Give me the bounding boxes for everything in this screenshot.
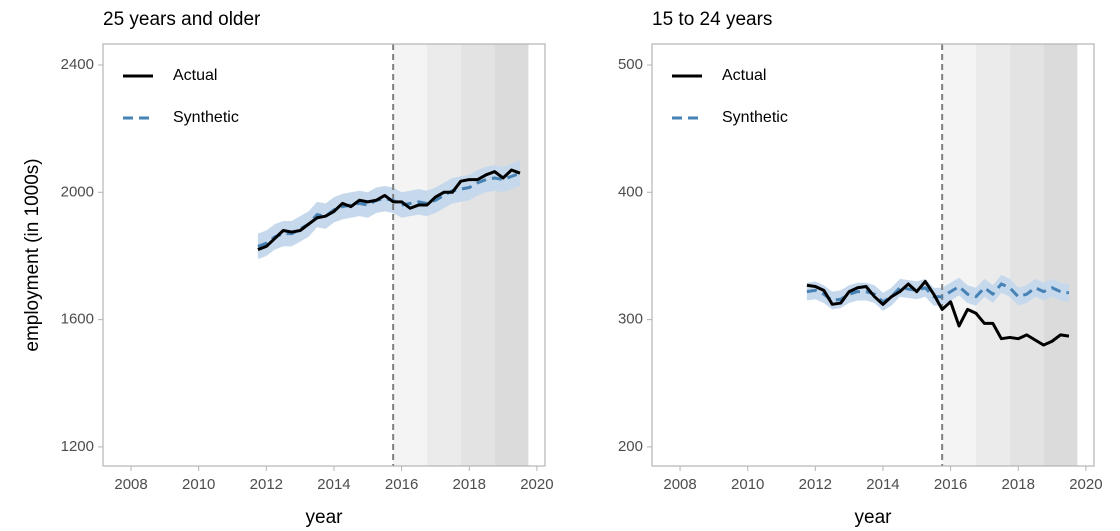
x-tick-label: 2020	[520, 476, 553, 493]
legend-label: Synthetic	[173, 109, 239, 126]
shaded-period	[942, 44, 976, 466]
shaded-period	[1009, 44, 1044, 466]
x-tick-label: 2008	[663, 476, 696, 493]
y-tick-label: 2400	[61, 56, 94, 73]
x-tick-label: 2010	[731, 476, 764, 493]
shaded-period	[393, 44, 427, 466]
plot-border	[651, 43, 1095, 467]
x-tick-label: 2018	[1002, 476, 1035, 493]
x-axis-title: year	[306, 507, 344, 528]
legend-label: Synthetic	[722, 109, 788, 126]
chart-title: 25 years and older	[103, 9, 261, 30]
y-tick-label: 500	[618, 56, 643, 73]
x-tick-label: 2012	[799, 476, 832, 493]
shaded-period	[1043, 44, 1078, 466]
confidence-band	[257, 160, 520, 260]
y-axis-title: employment (in 1000s)	[22, 158, 43, 351]
shaded-period	[494, 44, 529, 466]
x-tick-label: 2018	[453, 476, 486, 493]
shaded-period	[975, 44, 1010, 466]
y-tick-label: 400	[618, 183, 643, 200]
x-tick-label: 2008	[114, 476, 147, 493]
shaded-period	[460, 44, 495, 466]
x-tick-label: 2016	[934, 476, 967, 493]
x-tick-label: 2016	[385, 476, 418, 493]
y-tick-label: 1600	[61, 311, 94, 328]
plot-border	[102, 43, 546, 467]
series-line	[257, 168, 521, 251]
x-tick-label: 2010	[182, 476, 215, 493]
x-tick-label: 2014	[317, 476, 350, 493]
y-tick-label: 300	[618, 311, 643, 328]
x-axis-title: year	[855, 507, 893, 528]
shaded-period	[426, 44, 461, 466]
y-tick-label: 200	[618, 438, 643, 455]
legend-label: Actual	[722, 67, 766, 84]
x-tick-label: 2014	[866, 476, 899, 493]
y-tick-label: 1200	[61, 438, 94, 455]
series-line	[806, 282, 1070, 304]
y-tick-label: 2000	[61, 183, 94, 200]
x-tick-label: 2012	[250, 476, 283, 493]
x-tick-label: 2020	[1069, 476, 1102, 493]
series-line	[806, 279, 1070, 347]
chart-title: 15 to 24 years	[652, 9, 772, 30]
legend-label: Actual	[173, 67, 217, 84]
